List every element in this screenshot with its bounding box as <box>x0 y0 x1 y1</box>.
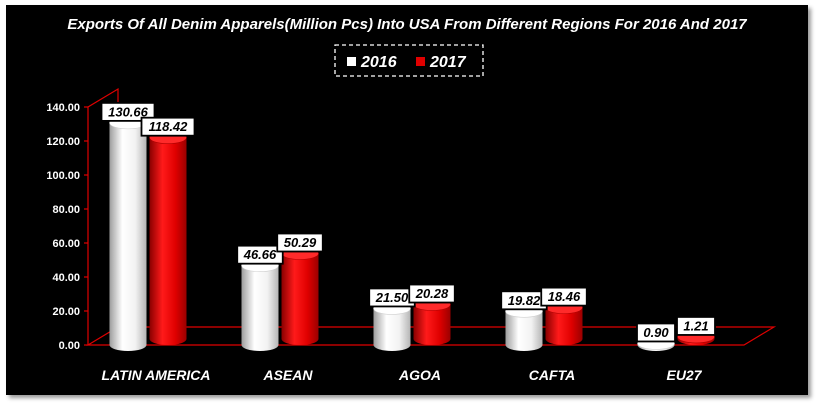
legend-swatch-2016 <box>347 57 356 66</box>
y-tick-label: 20.00 <box>52 306 80 318</box>
data-label-box <box>236 244 284 265</box>
bar <box>149 131 187 345</box>
data-label-text: 21.50 <box>375 290 409 305</box>
bar-body <box>149 137 187 339</box>
bar <box>413 298 451 345</box>
data-label-text: 19.82 <box>508 293 541 308</box>
x-tick-label: LATIN AMERICA <box>102 367 211 383</box>
data-label: 0.90 <box>636 322 676 343</box>
bar <box>505 305 543 351</box>
bar-base <box>545 333 583 345</box>
y-tick-label: 100.00 <box>46 170 80 182</box>
data-label-text: 18.46 <box>548 289 581 304</box>
bars <box>109 116 715 351</box>
bar-base <box>505 339 543 351</box>
data-label-text: 50.29 <box>284 235 317 250</box>
data-label: 19.82 <box>500 290 548 311</box>
data-label: 50.29 <box>276 232 324 253</box>
bar-body <box>281 253 319 339</box>
data-label-text: 0.90 <box>643 325 669 340</box>
y-tick-label: 140.00 <box>46 102 80 114</box>
data-label-box <box>276 232 324 253</box>
data-label: 18.46 <box>540 286 588 307</box>
data-label-text: 130.66 <box>108 104 149 119</box>
data-label: 46.66 <box>236 244 284 265</box>
data-label-text: 118.42 <box>149 119 189 134</box>
bar <box>545 301 583 345</box>
bar-base <box>109 339 147 351</box>
y-tick-label: 80.00 <box>52 204 80 216</box>
x-tick-label: EU27 <box>666 367 702 383</box>
data-label-box <box>636 322 676 343</box>
data-label-box <box>100 101 156 122</box>
bar <box>281 247 319 345</box>
data-label-text: 20.28 <box>415 286 449 301</box>
bar-chart: Exports Of All Denim Apparels(Million Pc… <box>46 16 777 383</box>
bar <box>109 116 147 351</box>
x-axis-ticks: LATIN AMERICA ASEAN AGOA CAFTA EU27 <box>102 367 703 383</box>
y-tick-label: 0.00 <box>59 340 80 352</box>
data-label-box <box>540 286 588 307</box>
data-label: 1.21 <box>676 316 716 336</box>
y-tick-label: 120.00 <box>46 136 80 148</box>
bar-base <box>149 333 187 345</box>
legend: 2016 2017 <box>334 44 484 77</box>
y-tick-label: 40.00 <box>52 272 80 284</box>
data-label-box <box>140 116 196 137</box>
data-label-box <box>676 316 716 336</box>
legend-swatch-2017 <box>416 57 425 66</box>
x-tick-label: CAFTA <box>529 367 575 383</box>
bar-body <box>241 265 279 345</box>
data-label: 130.66 <box>100 101 156 122</box>
y-tick-label: 60.00 <box>52 238 80 250</box>
bar <box>241 259 279 351</box>
legend-border <box>334 44 484 77</box>
bar-base <box>281 333 319 345</box>
bar <box>373 302 411 351</box>
y-axis-ticks: 0.00 20.00 40.00 60.00 80.00 100.00 120.00 140.… <box>46 102 88 352</box>
data-label-box <box>408 283 456 304</box>
data-label: 21.50 <box>368 287 416 308</box>
chart-title: Exports Of All Denim Apparels(Million Pc… <box>67 16 747 33</box>
x-tick-label: AGOA <box>398 367 441 383</box>
data-label-text: 46.66 <box>243 247 277 262</box>
data-label: 20.28 <box>408 283 456 304</box>
bar-body <box>109 122 147 346</box>
data-label-text: 1.21 <box>683 318 708 333</box>
bar-base <box>241 339 279 351</box>
chart-frame: Exports Of All Denim Apparels(Million Pc… <box>6 5 808 395</box>
bar-base <box>413 333 451 345</box>
data-label: 118.42 <box>140 116 196 137</box>
x-tick-label: ASEAN <box>262 367 313 383</box>
legend-label-2016: 2016 <box>360 54 397 71</box>
legend-label-2017: 2017 <box>429 54 467 71</box>
bar-base <box>373 339 411 351</box>
